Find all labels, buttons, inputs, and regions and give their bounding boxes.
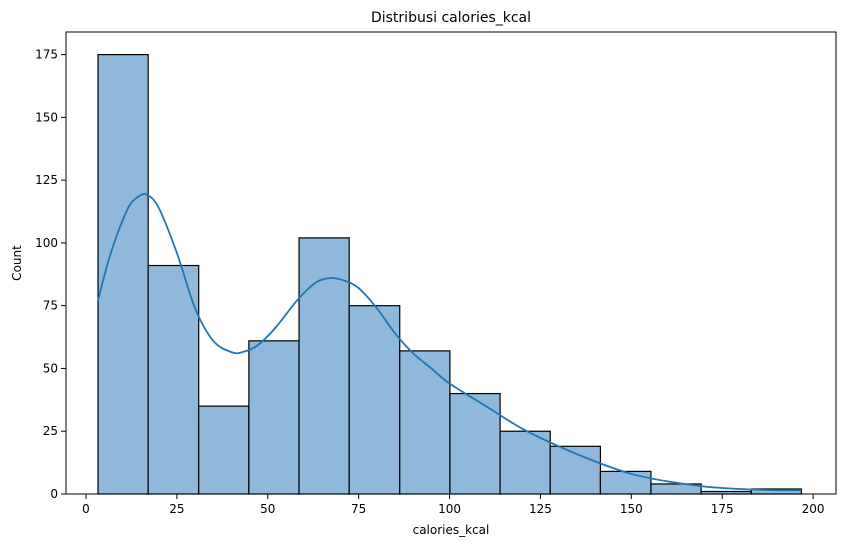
x-axis-label: calories_kcal — [413, 523, 490, 537]
y-axis-ticks: 0 25 50 75 100 125 150 175 — [35, 48, 66, 501]
x-tick-label: 0 — [82, 502, 90, 516]
histogram-bar — [399, 350, 451, 495]
histogram-bar — [499, 430, 551, 495]
histogram-bar — [599, 470, 652, 495]
x-tick-label: 100 — [438, 502, 461, 516]
histogram-bar — [348, 305, 401, 495]
histogram-bar — [147, 264, 200, 495]
y-tick-label: 25 — [43, 424, 58, 438]
histogram-bar — [449, 392, 501, 495]
x-tick-label: 200 — [802, 502, 825, 516]
y-tick-label: 125 — [35, 173, 58, 187]
axes-frame — [65, 31, 837, 495]
histogram-bar — [248, 340, 300, 495]
histogram-bar — [97, 53, 149, 495]
x-tick-label: 175 — [711, 502, 734, 516]
kde-curve — [97, 192, 802, 492]
chart-title: Distribusi calories_kcal — [371, 10, 531, 26]
y-axis-label: Count — [10, 245, 24, 281]
y-tick-label: 150 — [35, 110, 58, 124]
histogram-bars — [97, 53, 803, 495]
histogram-bar — [298, 237, 350, 495]
histogram-bar — [198, 405, 250, 495]
y-tick-label: 175 — [35, 48, 58, 62]
x-axis-ticks: 0 25 50 75 100 125 150 175 200 — [82, 494, 825, 516]
y-tick-label: 75 — [43, 299, 58, 313]
y-tick-label: 0 — [50, 487, 58, 501]
x-tick-label: 150 — [620, 502, 643, 516]
x-tick-label: 75 — [351, 502, 366, 516]
y-tick-label: 50 — [43, 361, 58, 375]
x-tick-label: 50 — [260, 502, 275, 516]
x-tick-label: 125 — [529, 502, 552, 516]
x-tick-label: 25 — [169, 502, 184, 516]
y-tick-label: 100 — [35, 236, 58, 250]
